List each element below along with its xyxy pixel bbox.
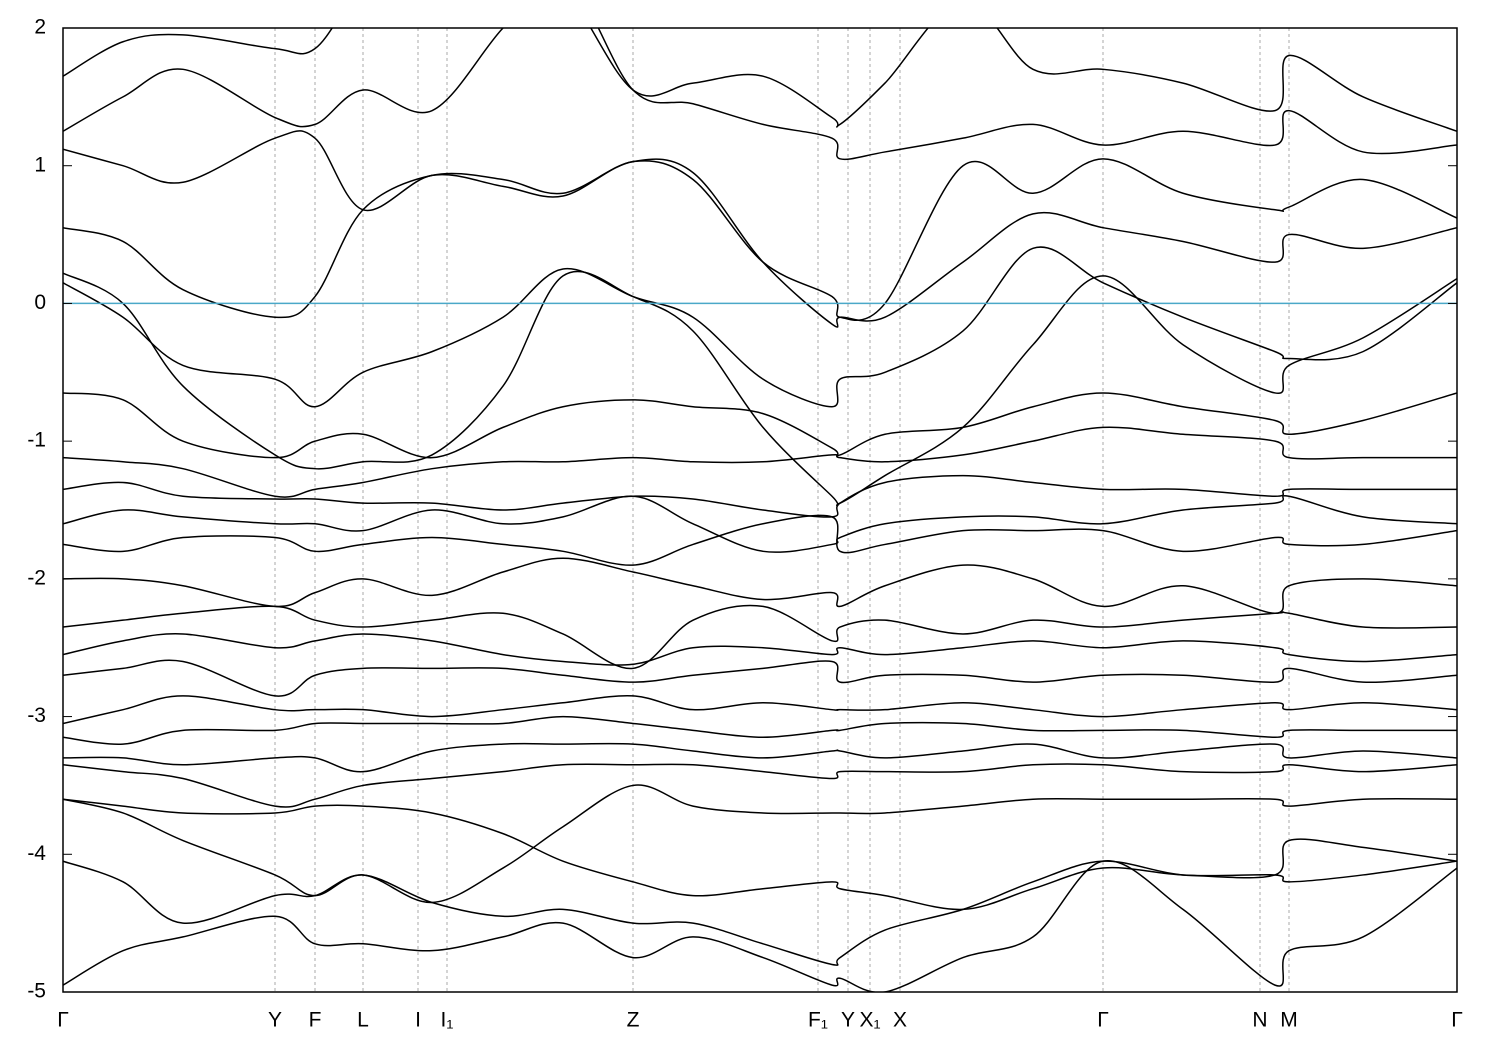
band-line <box>63 604 1457 670</box>
band-line <box>63 130 1457 321</box>
band-line <box>63 659 1457 697</box>
band-line <box>63 270 1457 507</box>
band-line <box>63 557 1457 615</box>
x-tick-label: I <box>415 1009 421 1032</box>
x-tick-label: Γ <box>57 1009 69 1032</box>
x-tick-label: I₁ <box>441 1009 454 1032</box>
bands <box>63 28 1457 992</box>
band-line <box>63 28 1457 132</box>
y-tick-label: 1 <box>34 153 46 176</box>
band-line <box>63 860 1457 966</box>
band-line <box>63 392 1457 459</box>
x-tick-label: F₁ <box>808 1009 828 1032</box>
band-line <box>63 426 1457 498</box>
x-tick-label: Y <box>841 1009 855 1032</box>
band-line <box>63 514 1457 566</box>
band-line <box>63 28 1457 161</box>
band-line <box>63 742 1457 773</box>
y-tick-label: -5 <box>27 980 46 1003</box>
band-line <box>63 246 1457 408</box>
x-tick-label: Γ <box>1451 1009 1463 1032</box>
y-tick-label: -2 <box>27 566 46 589</box>
band-line <box>63 474 1457 518</box>
band-line <box>63 158 1457 328</box>
x-tick-label: Y <box>268 1009 282 1032</box>
band-line <box>63 798 1457 911</box>
x-tick-label: X <box>893 1009 907 1032</box>
band-line <box>63 715 1457 745</box>
band-line <box>63 633 1457 666</box>
x-tick-label: X₁ <box>859 1009 880 1032</box>
band-line <box>63 763 1457 808</box>
x-tick-label: M <box>1280 1009 1298 1032</box>
band-line <box>63 495 1457 553</box>
band-line <box>63 784 1457 904</box>
band-line <box>63 695 1457 725</box>
y-tick-label: 0 <box>34 291 46 314</box>
band-line <box>63 860 1457 992</box>
y-tick-label: -1 <box>27 429 46 452</box>
x-tick-label: L <box>357 1009 369 1032</box>
y-tick-label: 2 <box>34 16 46 39</box>
y-tick-label: -4 <box>27 842 46 865</box>
x-tick-label: F <box>309 1009 322 1032</box>
grid <box>274 28 1290 992</box>
plot-frame <box>62 27 1458 993</box>
x-tick-label: Γ <box>1097 1009 1109 1032</box>
x-tick-label: N <box>1252 1009 1267 1032</box>
x-tick-label: Z <box>627 1009 640 1032</box>
y-tick-label: -3 <box>27 704 46 727</box>
